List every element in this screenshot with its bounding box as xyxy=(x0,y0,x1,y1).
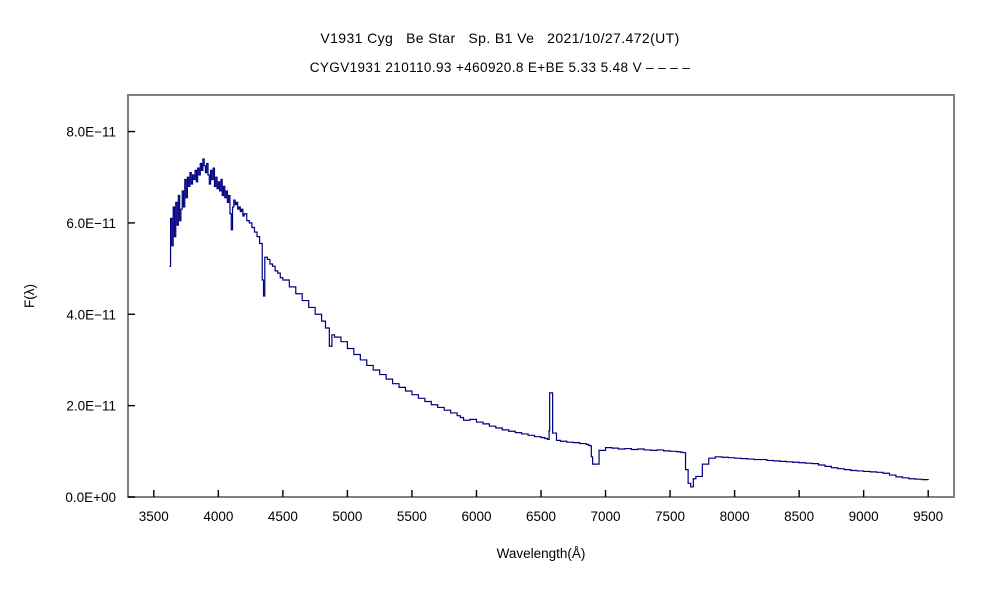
y-axis-ticks: 0.0E+00 2.0E−11 4.0E−11 6.0E−11 8.0E−11 xyxy=(65,125,135,505)
y-tick-label: 2.0E−11 xyxy=(66,399,116,414)
x-tick-label: 7500 xyxy=(655,509,685,524)
x-tick-label: 6500 xyxy=(526,509,556,524)
x-tick-label: 8000 xyxy=(720,509,750,524)
x-tick-label: 6000 xyxy=(461,509,491,524)
y-tick-label: 0.0E+00 xyxy=(65,490,116,505)
x-tick-label: 9500 xyxy=(913,509,943,524)
y-tick-label: 6.0E−11 xyxy=(66,216,116,231)
x-tick-label: 3500 xyxy=(139,509,169,524)
x-tick-label: 8500 xyxy=(784,509,814,524)
x-tick-label: 5500 xyxy=(397,509,427,524)
spectrum-trace xyxy=(169,158,929,488)
x-axis-title: Wavelength(Å) xyxy=(497,546,586,561)
y-tick-label: 8.0E−11 xyxy=(66,125,116,140)
x-axis-ticks: 3500 4000 4500 5000 5500 6000 6500 7000 7500 8000… xyxy=(139,490,943,524)
x-tick-label: 4500 xyxy=(268,509,298,524)
x-tick-label: 7000 xyxy=(591,509,621,524)
spectrum-curve xyxy=(169,158,929,488)
x-tick-label: 9000 xyxy=(849,509,879,524)
y-axis-title: F(λ) xyxy=(22,284,37,308)
chart-title: V1931 Cyg Be Star Sp. B1 Ve 2021/10/27.4… xyxy=(320,30,680,46)
chart-subtitle: CYGV1931 210110.93 +460920.8 E+BE 5.33 5… xyxy=(309,60,691,75)
x-tick-label: 5000 xyxy=(332,509,362,524)
y-tick-label: 4.0E−11 xyxy=(66,307,116,322)
x-tick-label: 4000 xyxy=(203,509,233,524)
